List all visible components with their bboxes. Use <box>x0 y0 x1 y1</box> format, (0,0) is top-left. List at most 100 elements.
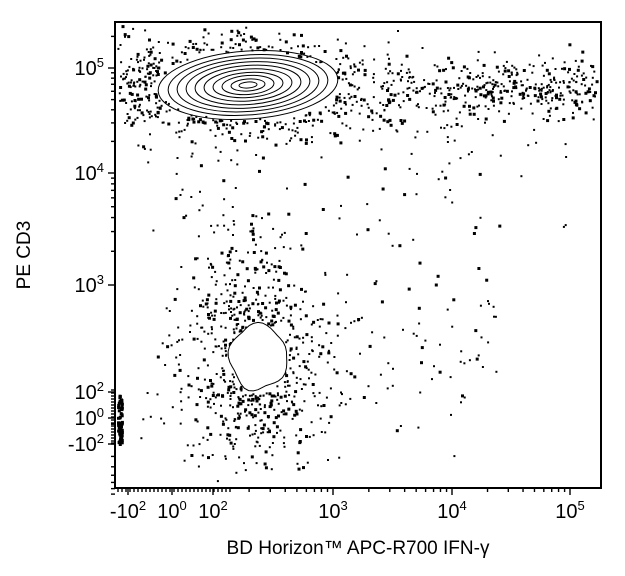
scatter-dot <box>540 103 543 105</box>
scatter-dot <box>324 271 327 274</box>
scatter-dot <box>419 391 422 394</box>
scatter-dots-layer <box>117 25 599 483</box>
scatter-dot <box>472 232 476 235</box>
scatter-dot <box>251 403 253 406</box>
scatter-dot <box>208 316 211 320</box>
scatter-dot <box>353 320 356 323</box>
scatter-dot <box>146 68 149 71</box>
scatter-dot <box>286 339 289 342</box>
scatter-dot <box>459 86 462 89</box>
scatter-dot <box>147 62 150 65</box>
scatter-dot <box>277 402 280 405</box>
scatter-dot <box>283 436 286 439</box>
scatter-dot <box>338 96 341 99</box>
scatter-dot <box>372 76 375 79</box>
scatter-dot <box>427 82 430 85</box>
scatter-dot <box>143 80 147 84</box>
scatter-dot <box>238 397 242 401</box>
scatter-dot <box>273 408 276 411</box>
scatter-dot <box>268 430 271 434</box>
scatter-dot <box>297 353 300 356</box>
scatter-dot <box>396 72 400 76</box>
scatter-dot <box>261 302 265 305</box>
scatter-dot <box>584 111 588 115</box>
scatter-dot <box>287 128 290 131</box>
scatter-dot <box>201 299 204 302</box>
scatter-dot <box>440 126 442 129</box>
scatter-dot <box>580 74 583 77</box>
scatter-dot <box>516 71 519 74</box>
scatter-dot <box>285 390 288 393</box>
scatter-dot <box>499 90 502 92</box>
scatter-dot <box>417 106 420 109</box>
scatter-dot <box>274 294 277 297</box>
scatter-dot <box>126 69 129 72</box>
scatter-dot <box>156 111 160 115</box>
scatter-dot <box>308 435 311 438</box>
scatter-dot <box>264 119 266 122</box>
scatter-dot <box>434 283 438 287</box>
scatter-dot <box>367 106 370 109</box>
scatter-dot <box>564 224 567 227</box>
scatter-dot <box>144 83 148 87</box>
scatter-dot <box>375 112 378 115</box>
scatter-dot <box>258 311 262 315</box>
scatter-dot <box>494 81 497 84</box>
scatter-dot <box>508 80 511 83</box>
scatter-dot <box>285 341 288 344</box>
scatter-dot <box>214 301 218 305</box>
scatter-dot <box>339 63 342 66</box>
scatter-dot <box>119 86 123 89</box>
scatter-dot <box>484 121 486 124</box>
scatter-dot <box>395 129 398 132</box>
scatter-dot <box>117 47 120 50</box>
scatter-dot <box>295 346 298 349</box>
scatter-dot <box>118 432 122 436</box>
scatter-dot <box>139 59 142 62</box>
scatter-dot <box>474 96 477 99</box>
scatter-dot <box>358 112 361 115</box>
scatter-dot <box>418 322 421 325</box>
scatter-dot <box>319 352 323 356</box>
scatter-dot <box>215 373 218 375</box>
scatter-dot <box>233 313 236 316</box>
scatter-dot <box>289 367 292 370</box>
scatter-dot <box>572 111 574 114</box>
scatter-dot <box>490 99 493 102</box>
scatter-dot <box>118 395 122 399</box>
scatter-dot <box>503 69 507 73</box>
scatter-dot <box>320 119 324 123</box>
scatter-dot <box>271 309 274 312</box>
scatter-dot <box>239 412 242 415</box>
scatter-dot <box>230 392 233 395</box>
scatter-dot <box>222 369 225 372</box>
scatter-dot <box>266 261 268 264</box>
scatter-dot <box>340 204 342 207</box>
scatter-dot <box>546 86 549 89</box>
scatter-dot <box>478 104 480 107</box>
scatter-dot <box>255 215 258 218</box>
scatter-dot <box>595 80 599 84</box>
scatter-dot <box>358 61 361 64</box>
scatter-dot <box>453 96 457 100</box>
scatter-dot <box>152 229 155 232</box>
scatter-dot <box>190 385 193 388</box>
scatter-dot <box>303 52 306 55</box>
scatter-dot <box>399 78 402 81</box>
scatter-dot <box>298 337 301 340</box>
scatter-dot <box>442 110 445 113</box>
scatter-dot <box>504 67 507 70</box>
scatter-dot <box>428 92 431 95</box>
scatter-dot <box>205 115 208 118</box>
scatter-dot <box>300 51 303 54</box>
scatter-dot <box>492 305 495 308</box>
scatter-dot <box>383 336 386 339</box>
scatter-dot <box>547 109 551 113</box>
scatter-dot <box>447 56 451 60</box>
scatter-dot <box>147 51 150 53</box>
scatter-dot <box>260 130 264 134</box>
scatter-dot <box>183 128 186 131</box>
scatter-dot <box>206 426 210 430</box>
scatter-dot <box>249 46 252 49</box>
scatter-dot <box>399 106 402 109</box>
